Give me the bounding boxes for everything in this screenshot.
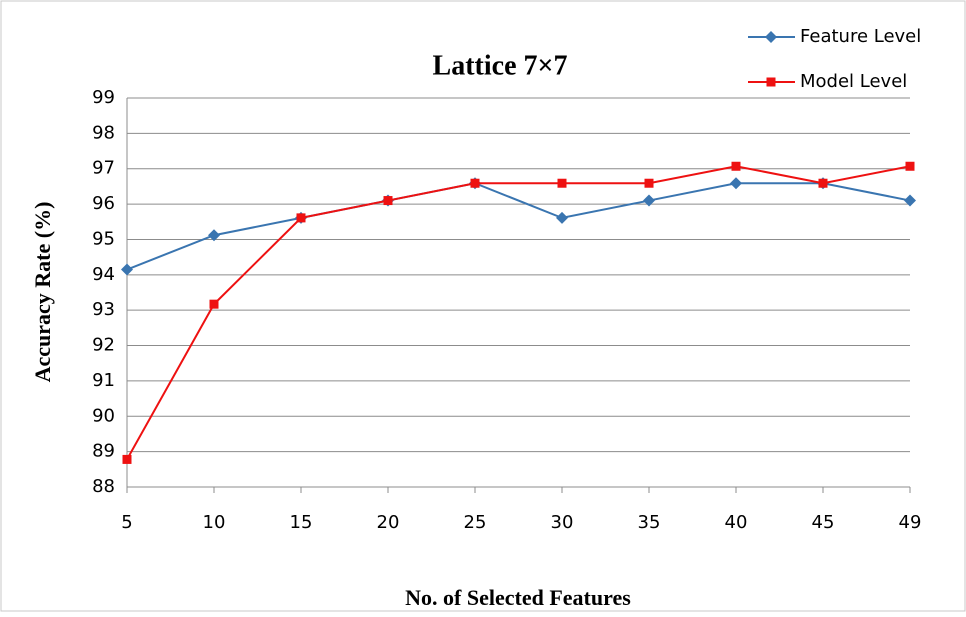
- point: [730, 177, 742, 190]
- point: [644, 178, 654, 188]
- point: [556, 211, 568, 224]
- point: [904, 194, 916, 207]
- y-tick-label: 97: [92, 158, 115, 179]
- y-axis-label: Accuracy Rate (%): [30, 202, 55, 383]
- x-axis-label: No. of Selected Features: [405, 585, 631, 610]
- point: [121, 263, 133, 276]
- y-tick-label: 95: [92, 228, 115, 249]
- y-tick-label: 96: [92, 193, 115, 214]
- x-tick-label: 49: [899, 512, 922, 533]
- point: [209, 299, 219, 309]
- y-tick-label: 98: [92, 122, 115, 143]
- point: [905, 161, 915, 171]
- x-tick-label: 45: [812, 512, 835, 533]
- x-tick-label: 25: [464, 512, 487, 533]
- point: [383, 196, 393, 206]
- x-tick-label: 30: [551, 512, 574, 533]
- series-line: [126, 165, 911, 460]
- x-tick-label: 10: [203, 512, 226, 533]
- y-tick-label: 99: [92, 87, 115, 108]
- point: [731, 161, 741, 171]
- point: [765, 31, 777, 43]
- series-line: [126, 182, 911, 271]
- y-tick-label: 88: [92, 476, 115, 497]
- point: [818, 178, 828, 188]
- point: [296, 213, 306, 223]
- x-tick-label: 35: [638, 512, 661, 533]
- y-tick-label: 92: [92, 335, 115, 356]
- legend-label: Feature Level: [800, 26, 921, 47]
- y-tick-label: 94: [92, 264, 115, 285]
- legend-label: Model Level: [800, 71, 907, 92]
- y-tick-label: 91: [92, 370, 115, 391]
- y-tick-label: 93: [92, 299, 115, 320]
- point: [122, 454, 132, 464]
- chart-title: Lattice 7×7: [433, 50, 568, 81]
- y-tick-label: 90: [92, 405, 115, 426]
- point: [766, 77, 776, 87]
- y-tick-label: 89: [92, 441, 115, 462]
- x-tick-label: 15: [290, 512, 313, 533]
- point: [643, 194, 655, 207]
- point: [557, 178, 567, 188]
- point: [208, 229, 220, 242]
- x-tick-label: 20: [377, 512, 400, 533]
- x-tick-label: 40: [725, 512, 748, 533]
- x-tick-label: 5: [121, 512, 132, 533]
- point: [470, 178, 480, 188]
